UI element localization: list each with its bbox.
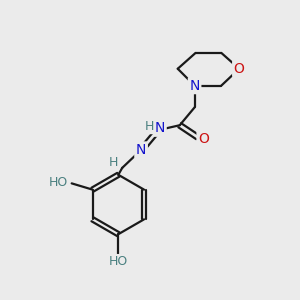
Text: HO: HO	[49, 176, 68, 189]
Text: N: N	[136, 143, 146, 157]
Text: O: O	[234, 62, 244, 76]
Text: H: H	[109, 156, 118, 170]
Text: N: N	[155, 121, 165, 135]
Text: H: H	[144, 120, 154, 133]
Text: O: O	[198, 132, 209, 146]
Text: HO: HO	[109, 256, 128, 268]
Text: N: N	[189, 79, 200, 93]
